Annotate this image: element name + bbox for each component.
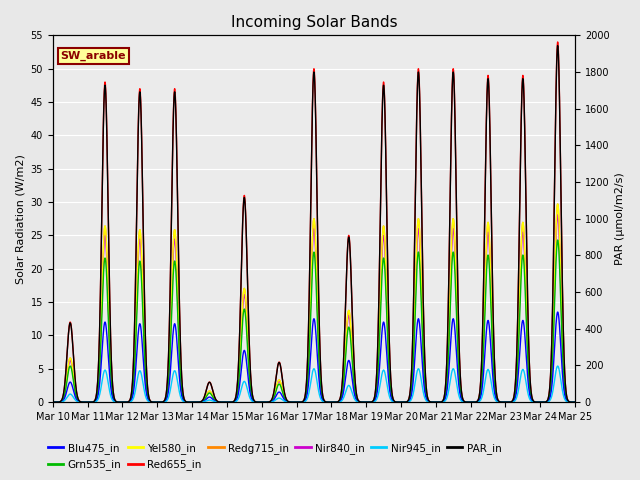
Legend: Blu475_in, Grn535_in, Yel580_in, Red655_in, Redg715_in, Nir840_in, Nir945_in, PA: Blu475_in, Grn535_in, Yel580_in, Red655_… — [44, 439, 506, 474]
Title: Incoming Solar Bands: Incoming Solar Bands — [230, 15, 397, 30]
Y-axis label: Solar Radiation (W/m2): Solar Radiation (W/m2) — [15, 154, 25, 284]
Y-axis label: PAR (μmol/m2/s): PAR (μmol/m2/s) — [615, 172, 625, 265]
Text: SW_arable: SW_arable — [61, 51, 126, 61]
